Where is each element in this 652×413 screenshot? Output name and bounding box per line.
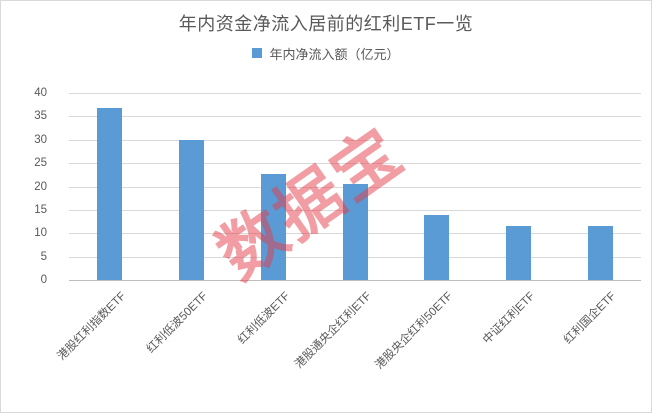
gridline-25 bbox=[69, 163, 641, 165]
gridline-30 bbox=[69, 139, 641, 141]
chart-title: 年内资金净流入居前的红利ETF一览 bbox=[178, 14, 474, 34]
y-tick-label-5: 5 bbox=[40, 250, 47, 263]
y-tick-label-15: 15 bbox=[34, 203, 47, 216]
legend-color-swatch-icon bbox=[252, 48, 263, 58]
y-tick-label-40: 40 bbox=[34, 87, 47, 99]
bar-港股红利指数ETF bbox=[97, 107, 123, 280]
bar-红利国企ETF bbox=[587, 225, 613, 280]
bar-中证红利ETF bbox=[505, 225, 531, 280]
y-tick-label-20: 20 bbox=[34, 180, 47, 193]
bar-红利低波ETF bbox=[260, 174, 286, 280]
bar-红利低波50ETF bbox=[179, 139, 205, 280]
chart-legend: 年内净流入额（亿元） bbox=[1, 45, 651, 62]
y-tick-label-0: 0 bbox=[40, 274, 47, 286]
y-axis: 0 5 10 15 20 25 30 35 40 bbox=[1, 87, 57, 286]
bar-港股央企红利50ETF bbox=[424, 214, 450, 280]
gridline-35 bbox=[69, 116, 641, 118]
y-tick-label-25: 25 bbox=[34, 157, 47, 170]
x-tick-label-红利低波50ETF: 红利低波50ETF bbox=[144, 290, 211, 356]
legend-label: 年内净流入额（亿元） bbox=[269, 46, 400, 62]
x-tick-label-红利低波ETF: 红利低波ETF bbox=[235, 290, 292, 347]
x-tick-label-港股央企红利50ETF: 港股央企红利50ETF bbox=[373, 290, 456, 372]
gridline-40 bbox=[69, 93, 641, 94]
bar-港股通央企红利ETF bbox=[342, 183, 368, 280]
x-tick-label-港股红利指数ETF: 港股红利指数ETF bbox=[55, 290, 129, 363]
y-tick-label-10: 10 bbox=[34, 227, 47, 240]
y-tick-label-30: 30 bbox=[34, 133, 47, 146]
x-tick-label-红利国企ETF: 红利国企ETF bbox=[562, 290, 619, 347]
x-tick-label-中证红利ETF: 中证红利ETF bbox=[480, 290, 538, 347]
gridline-0 bbox=[69, 280, 641, 281]
x-tick-label-港股通央企红利ETF: 港股通央企红利ETF bbox=[292, 290, 374, 371]
plot-area bbox=[69, 93, 641, 281]
y-tick-label-35: 35 bbox=[34, 110, 47, 123]
